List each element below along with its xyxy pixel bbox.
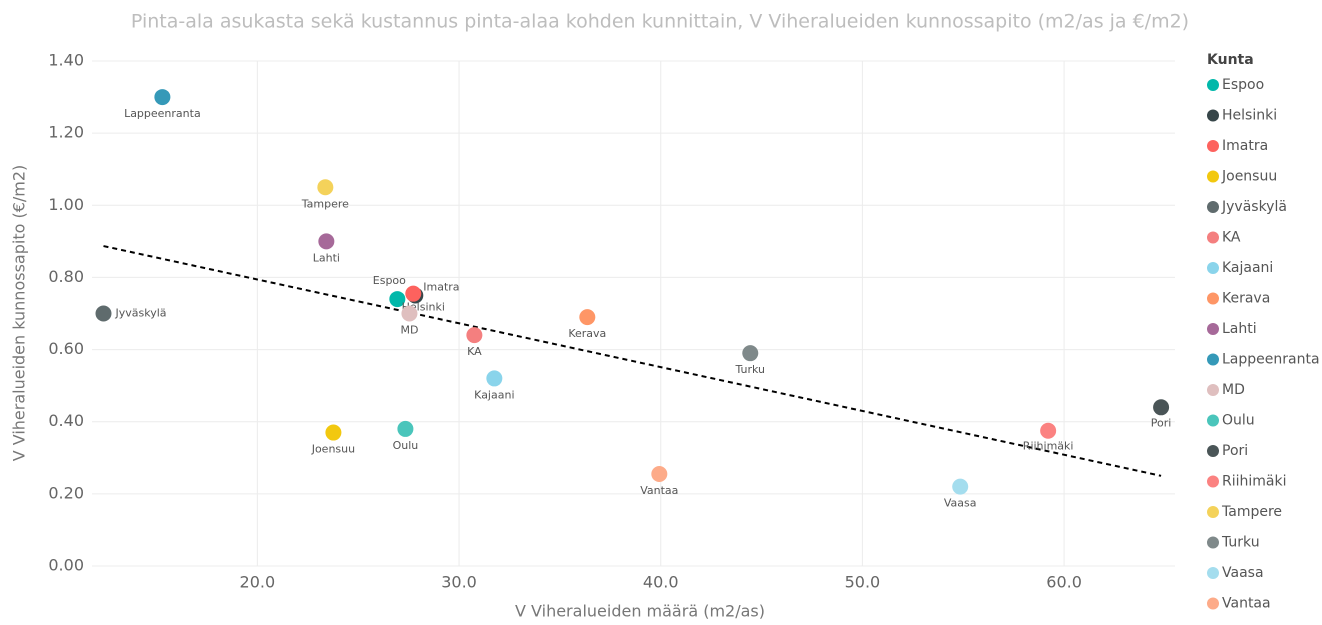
legend-label: Turku: [1221, 535, 1260, 551]
point-label: Jyväskylä: [114, 307, 166, 320]
legend-label: Espoo: [1222, 77, 1264, 93]
point: [325, 424, 342, 441]
legend-marker: [1207, 536, 1219, 549]
legend-label: Lappeenranta: [1222, 352, 1320, 368]
y-tick-label: 0.20: [48, 483, 84, 502]
x-axis-label: V Viheralueiden määrä (m2/as): [515, 602, 765, 621]
point: [1153, 399, 1170, 416]
point-label: Riihimäki: [1023, 440, 1074, 453]
y-tick-label: 0.40: [48, 411, 84, 430]
point: [397, 420, 414, 437]
legend-label: Vaasa: [1222, 565, 1264, 581]
point-label: Lappeenranta: [124, 107, 201, 120]
point-label: MD: [400, 324, 418, 337]
legend-marker: [1207, 170, 1219, 183]
point-label: Vaasa: [944, 497, 977, 510]
legend-marker: [1207, 140, 1219, 152]
legend-label: Kerava: [1222, 291, 1270, 307]
point-label: Kerava: [568, 327, 606, 340]
point-label: KA: [467, 345, 482, 358]
legend-label: Vantaa: [1222, 596, 1271, 612]
legend-marker: [1207, 201, 1219, 213]
legend-marker: [1207, 353, 1219, 366]
legend-label: Kajaani: [1222, 260, 1273, 276]
point-label: Tampere: [301, 197, 349, 210]
point: [389, 291, 406, 308]
legend-label: MD: [1222, 382, 1245, 398]
y-tick-label: 1.20: [48, 123, 84, 142]
point-label: Turku: [734, 363, 765, 376]
legend-title: Kunta: [1207, 52, 1254, 68]
legend-marker: [1207, 231, 1219, 244]
legend-marker: [1207, 567, 1219, 579]
point-label: Kajaani: [474, 388, 514, 401]
y-tick-label: 0.80: [48, 267, 84, 286]
x-tick-label: 40.0: [643, 573, 679, 592]
point-label: Lahti: [313, 251, 340, 264]
legend-label: Pori: [1222, 443, 1248, 459]
legend-label: KA: [1222, 230, 1241, 246]
point: [466, 327, 483, 344]
point: [651, 466, 668, 483]
legend-marker: [1207, 414, 1219, 427]
point: [579, 309, 596, 326]
legend-marker: [1207, 475, 1219, 488]
point-label: Joensuu: [311, 443, 355, 456]
x-tick-label: 50.0: [845, 573, 881, 592]
point: [1040, 422, 1057, 439]
y-axis-label: V Viheralueiden kunnossapito (€/m2): [10, 165, 29, 462]
legend-label: Helsinki: [1222, 108, 1277, 124]
point: [95, 305, 112, 322]
point-label: Pori: [1151, 416, 1172, 429]
legend-marker: [1207, 262, 1219, 274]
point: [154, 89, 171, 106]
x-tick-label: 20.0: [240, 573, 276, 592]
point-label: Espoo: [373, 274, 406, 287]
legend-marker: [1207, 292, 1219, 305]
legend-marker: [1207, 445, 1219, 457]
legend-marker: [1207, 506, 1219, 518]
legend-marker: [1207, 109, 1219, 122]
chart-title: Pinta-ala asukasta sekä kustannus pinta-…: [131, 11, 1189, 33]
legend-label: Imatra: [1222, 138, 1268, 154]
point-label: Vantaa: [640, 484, 678, 497]
y-tick-label: 0.60: [48, 339, 84, 358]
legend-marker: [1207, 79, 1219, 91]
legend-label: Riihimäki: [1222, 474, 1286, 490]
y-tick-label: 0.00: [48, 556, 84, 575]
y-tick-label: 1.00: [48, 195, 84, 214]
legend-label: Oulu: [1222, 413, 1255, 429]
point: [317, 179, 334, 196]
point: [318, 233, 335, 250]
point: [486, 370, 503, 387]
point-label: Oulu: [393, 439, 419, 452]
legend-label: Lahti: [1222, 321, 1257, 337]
x-tick-label: 30.0: [441, 573, 477, 592]
legend-marker: [1207, 597, 1219, 610]
x-tick-label: 60.0: [1046, 573, 1082, 592]
legend-label: Joensuu: [1221, 169, 1277, 185]
point-label: Imatra: [423, 281, 459, 294]
legend-marker: [1207, 384, 1219, 396]
legend-label: Tampere: [1221, 504, 1282, 520]
point: [742, 345, 759, 362]
legend-marker: [1207, 323, 1219, 335]
point: [405, 285, 422, 302]
point: [952, 478, 969, 495]
y-tick-label: 1.40: [48, 51, 84, 70]
legend-label: Jyväskylä: [1221, 199, 1287, 215]
point: [401, 305, 418, 322]
trend-line: [103, 245, 1162, 477]
